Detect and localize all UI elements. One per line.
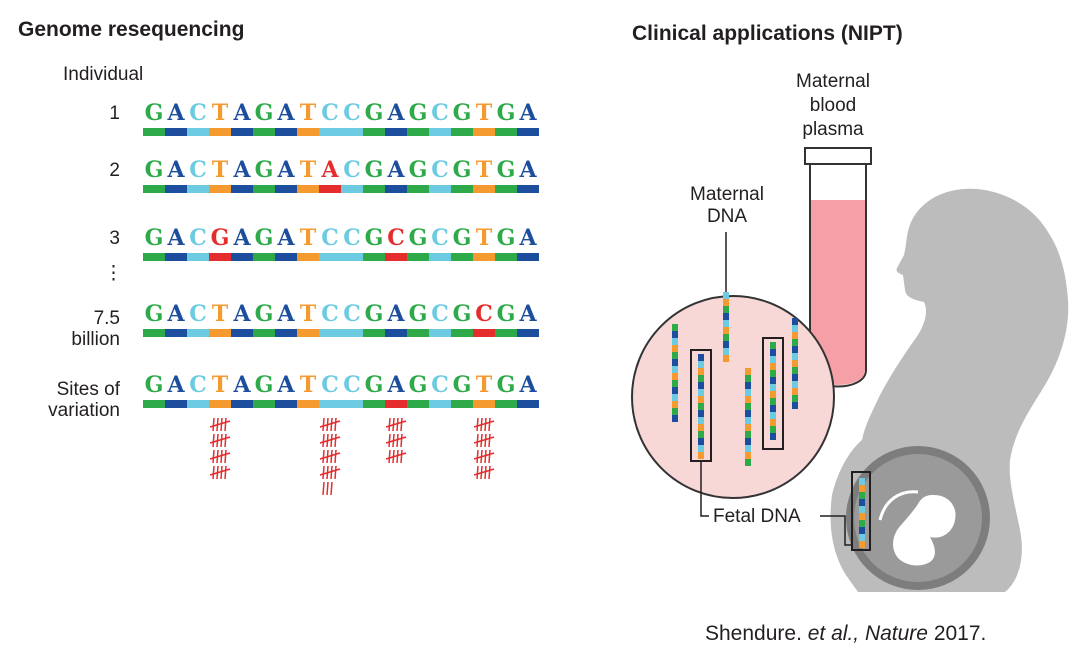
ellipsis: ⋮ [104,263,123,284]
maternal-dna-label: Maternal DNA [690,184,764,227]
clinical-applications-title: Clinical applications (NIPT) [632,22,903,45]
sequence-color-bar [143,329,539,337]
fetal-dna-label: Fetal DNA [713,506,801,527]
row-label: Sites of variation [48,379,120,421]
citation: Shendure. et al., Nature 2017. [705,622,987,645]
sequence-color-bar [143,253,539,261]
blood-plasma-tube [804,147,872,388]
row-label: 7.5 billion [71,308,120,350]
sequence-color-bar [143,128,539,136]
sequence-color-bar [143,400,539,408]
row-label: 3 [109,228,120,249]
row-label: 1 [109,103,120,124]
sequence-color-bar [143,185,539,193]
fetus [893,494,956,566]
row-label: 2 [109,160,120,181]
tube-label: Maternal blood plasma [796,71,870,140]
individual-header: Individual [63,64,144,85]
dna-zoom-circle [631,295,835,499]
genome-resequencing-title: Genome resequencing [18,18,245,41]
